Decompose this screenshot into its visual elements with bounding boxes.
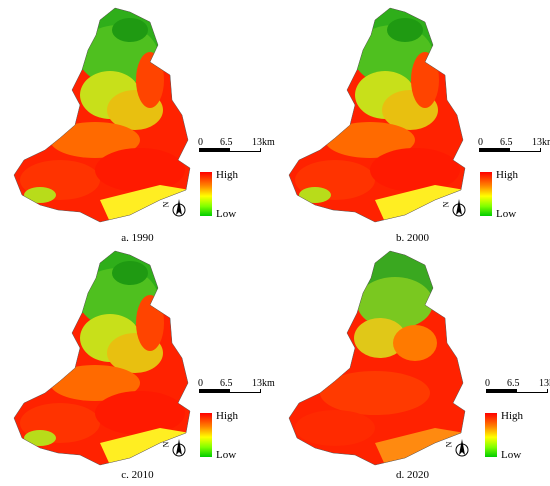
panel-caption: b. 2000 [396,232,429,244]
legend-high-label: High [216,410,238,422]
legend-high-label: High [496,169,518,181]
color-ramp [485,413,497,457]
scale-tick-0: 0 [198,378,203,389]
color-legend: High Low [485,410,550,471]
color-legend: High Low [200,410,270,471]
north-arrow-icon: N [161,195,186,221]
scale-bar: 0 6.5 13km [485,378,550,393]
scale-tick-mid: 6.5 [220,137,233,148]
scale-bar: 0 6.5 13km [198,137,288,152]
scale-tick-mid: 6.5 [500,137,513,148]
scale-tick-0: 0 [198,137,203,148]
north-arrow-icon: N [161,435,186,461]
scale-tick-end: 13km [252,378,275,389]
scale-tick-0: 0 [478,137,483,148]
map-panel-2000: 0 6.5 13km High Low N b. 2000 [275,0,550,244]
panel-caption: c. 2010 [121,469,154,481]
scale-tick-end: 13km [539,378,550,389]
north-arrow-icon: N [444,435,469,461]
color-ramp [480,172,492,216]
map-panel-1990: 0 6.5 13km High Low N a. 1990 [0,0,275,244]
scale-tick-mid: 6.5 [507,378,520,389]
legend-low-label: Low [216,208,237,220]
scale-tick-end: 13km [252,137,275,148]
legend-low-label: Low [496,208,517,220]
map-panel-2020: 0 6.5 13km High Low N d. 2020 [275,243,550,486]
scale-tick-mid: 6.5 [220,378,233,389]
legend-high-label: High [216,169,238,181]
scale-tick-0: 0 [485,378,490,389]
panel-caption: a. 1990 [121,232,154,244]
north-arrow-icon: N [441,195,466,221]
legend-low-label: Low [501,449,522,461]
color-legend: High Low [200,169,270,230]
panel-caption: d. 2020 [396,469,429,481]
legend-low-label: Low [216,449,237,461]
color-ramp [200,172,212,216]
color-legend: High Low [480,169,550,230]
map-panel-2010: 0 6.5 13km High Low N c. 2010 [0,243,275,486]
scale-bar: 0 6.5 13km [478,137,550,152]
color-ramp [200,413,212,457]
scale-bar: 0 6.5 13km [198,378,288,393]
scale-tick-end: 13km [532,137,550,148]
legend-high-label: High [501,410,523,422]
